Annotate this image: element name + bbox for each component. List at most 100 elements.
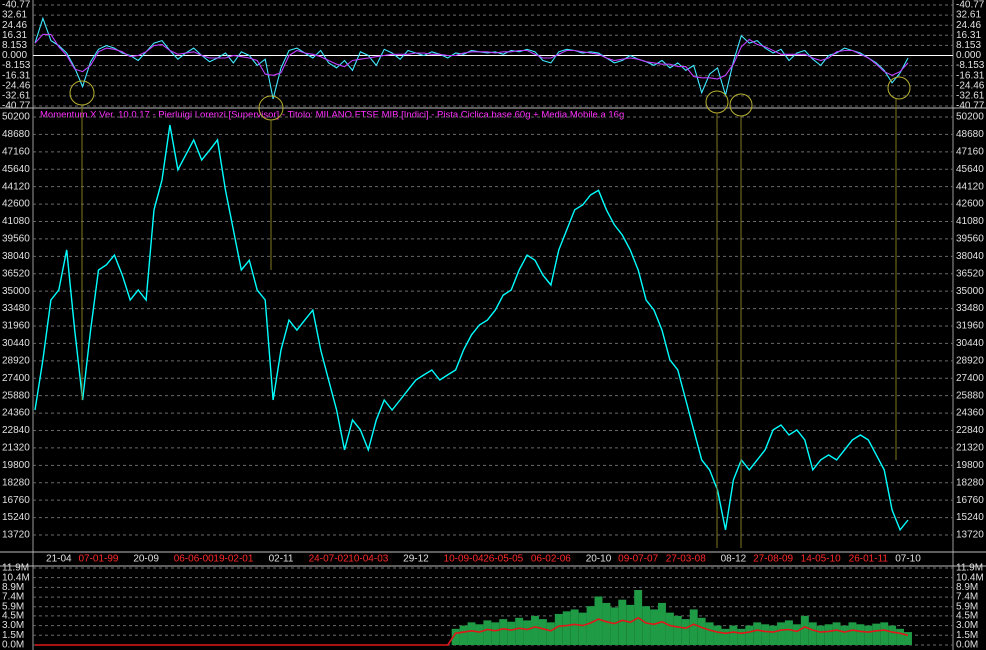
volume-bar xyxy=(570,609,579,645)
volume-bar xyxy=(904,632,912,645)
y-tick-label: 31960 xyxy=(956,321,984,332)
y-tick-label: 1.5M xyxy=(956,630,978,641)
y-tick-label: 13720 xyxy=(956,530,984,541)
y-tick-label: 1.5M xyxy=(2,630,24,641)
volume-bar xyxy=(808,622,817,645)
y-tick-label: 8.9M xyxy=(2,582,24,593)
volume-bar xyxy=(816,625,825,645)
x-tick-label: 07-01-99 xyxy=(78,554,118,565)
x-tick-label: 06-06-00 xyxy=(174,554,214,565)
y-tick-label: -32.61 xyxy=(2,91,31,102)
volume-bar xyxy=(626,604,635,645)
y-tick-label: 41080 xyxy=(956,216,984,227)
y-tick-label: 45640 xyxy=(956,164,984,175)
x-tick-label: 20-10 xyxy=(586,554,612,565)
volume-bar xyxy=(562,611,571,645)
x-tick-label: 06-02-06 xyxy=(531,554,571,565)
y-tick-label: 28920 xyxy=(2,355,30,366)
volume-bar xyxy=(451,628,460,645)
volume-bar xyxy=(515,617,524,645)
y-tick-label: -24.46 xyxy=(956,80,985,91)
volume-bar xyxy=(531,615,539,645)
y-tick-label: -40.77 xyxy=(956,0,985,11)
y-tick-label: -24.46 xyxy=(2,80,31,91)
volume-bar xyxy=(761,624,770,645)
y-tick-label: 35000 xyxy=(956,286,984,297)
y-tick-label: 11.9M xyxy=(2,563,29,574)
volume-bar xyxy=(602,602,611,645)
y-tick-label: 18280 xyxy=(2,477,30,488)
x-tick-label: 20-09 xyxy=(133,554,159,565)
volume-bar xyxy=(856,624,865,645)
x-tick-label: 27-08-09 xyxy=(753,554,793,565)
y-tick-label: 36520 xyxy=(956,268,984,279)
volume-bar xyxy=(610,607,619,645)
y-tick-label: 22840 xyxy=(2,425,30,436)
x-tick-label: 14-05-10 xyxy=(801,554,841,565)
volume-bar xyxy=(499,619,508,645)
y-tick-label: -16.31 xyxy=(2,70,31,81)
volume-bar xyxy=(888,625,897,645)
x-tick-label: 02-11 xyxy=(269,554,294,565)
y-tick-label: 7.4M xyxy=(2,592,24,603)
series-line xyxy=(34,124,909,532)
series-line xyxy=(34,33,909,80)
y-tick-label: 24360 xyxy=(956,408,984,419)
y-tick-label: 24360 xyxy=(2,408,30,419)
y-tick-label: 0.000 xyxy=(956,50,981,61)
x-tick-label: 10-04-03 xyxy=(348,554,388,565)
y-tick-label: 38040 xyxy=(2,251,30,262)
y-tick-label: 13720 xyxy=(2,530,30,541)
volume-bar xyxy=(721,628,730,645)
y-tick-label: 38040 xyxy=(956,251,984,262)
chart-title: Momentum X Ver. 10.0.17 - Pierluigi Lore… xyxy=(40,110,624,121)
y-tick-label: 19800 xyxy=(2,460,30,471)
volume-bar xyxy=(745,625,754,645)
y-tick-label: 25880 xyxy=(956,390,984,401)
y-tick-label: 42600 xyxy=(956,199,984,210)
volume-bar xyxy=(650,609,659,645)
volume-bar xyxy=(538,619,547,645)
y-tick-label: 39560 xyxy=(2,234,30,245)
y-tick-label: -16.31 xyxy=(956,70,985,81)
y-tick-label: -40.77 xyxy=(2,101,31,112)
y-tick-label: 32.61 xyxy=(956,10,981,21)
y-tick-label: 36520 xyxy=(2,268,30,279)
y-tick-label: -8.153 xyxy=(956,60,985,71)
y-tick-label: 33480 xyxy=(2,303,30,314)
volume-bar xyxy=(840,625,849,645)
volume-bar xyxy=(737,628,746,645)
volume-bar xyxy=(824,624,833,645)
x-tick-label: 26-01-11 xyxy=(849,554,889,565)
y-tick-label: 21320 xyxy=(2,443,30,454)
y-tick-label: 24.46 xyxy=(2,20,27,31)
volume-bar xyxy=(459,625,468,645)
y-tick-label: 3.0M xyxy=(2,620,24,631)
y-tick-label: 18280 xyxy=(956,477,984,488)
series-line xyxy=(34,16,909,100)
volume-bar xyxy=(507,621,516,645)
x-tick-label: 10-09-04 xyxy=(444,554,484,565)
volume-bar xyxy=(832,622,841,645)
y-tick-label: 45640 xyxy=(2,164,30,175)
y-tick-label: 50200 xyxy=(2,112,30,123)
x-tick-label: 08-12 xyxy=(721,554,747,565)
y-tick-label: 15240 xyxy=(956,512,984,523)
volume-bar xyxy=(769,625,778,645)
y-tick-label: 22840 xyxy=(956,425,984,436)
y-tick-label: 39560 xyxy=(956,234,984,245)
y-tick-label: 48680 xyxy=(956,129,984,140)
y-tick-label: 0.0M xyxy=(956,640,978,650)
volume-bar xyxy=(872,623,881,645)
y-tick-label: 41080 xyxy=(2,216,30,227)
volume-bar xyxy=(697,617,706,645)
volume-bar xyxy=(578,612,587,645)
y-tick-label: 21320 xyxy=(956,443,984,454)
y-tick-label: 35000 xyxy=(2,286,30,297)
y-tick-label: 3.0M xyxy=(956,620,978,631)
y-tick-label: 31960 xyxy=(2,321,30,332)
y-tick-label: 16760 xyxy=(956,495,984,506)
y-tick-label: 4.5M xyxy=(956,611,978,622)
y-tick-label: 19800 xyxy=(956,460,984,471)
